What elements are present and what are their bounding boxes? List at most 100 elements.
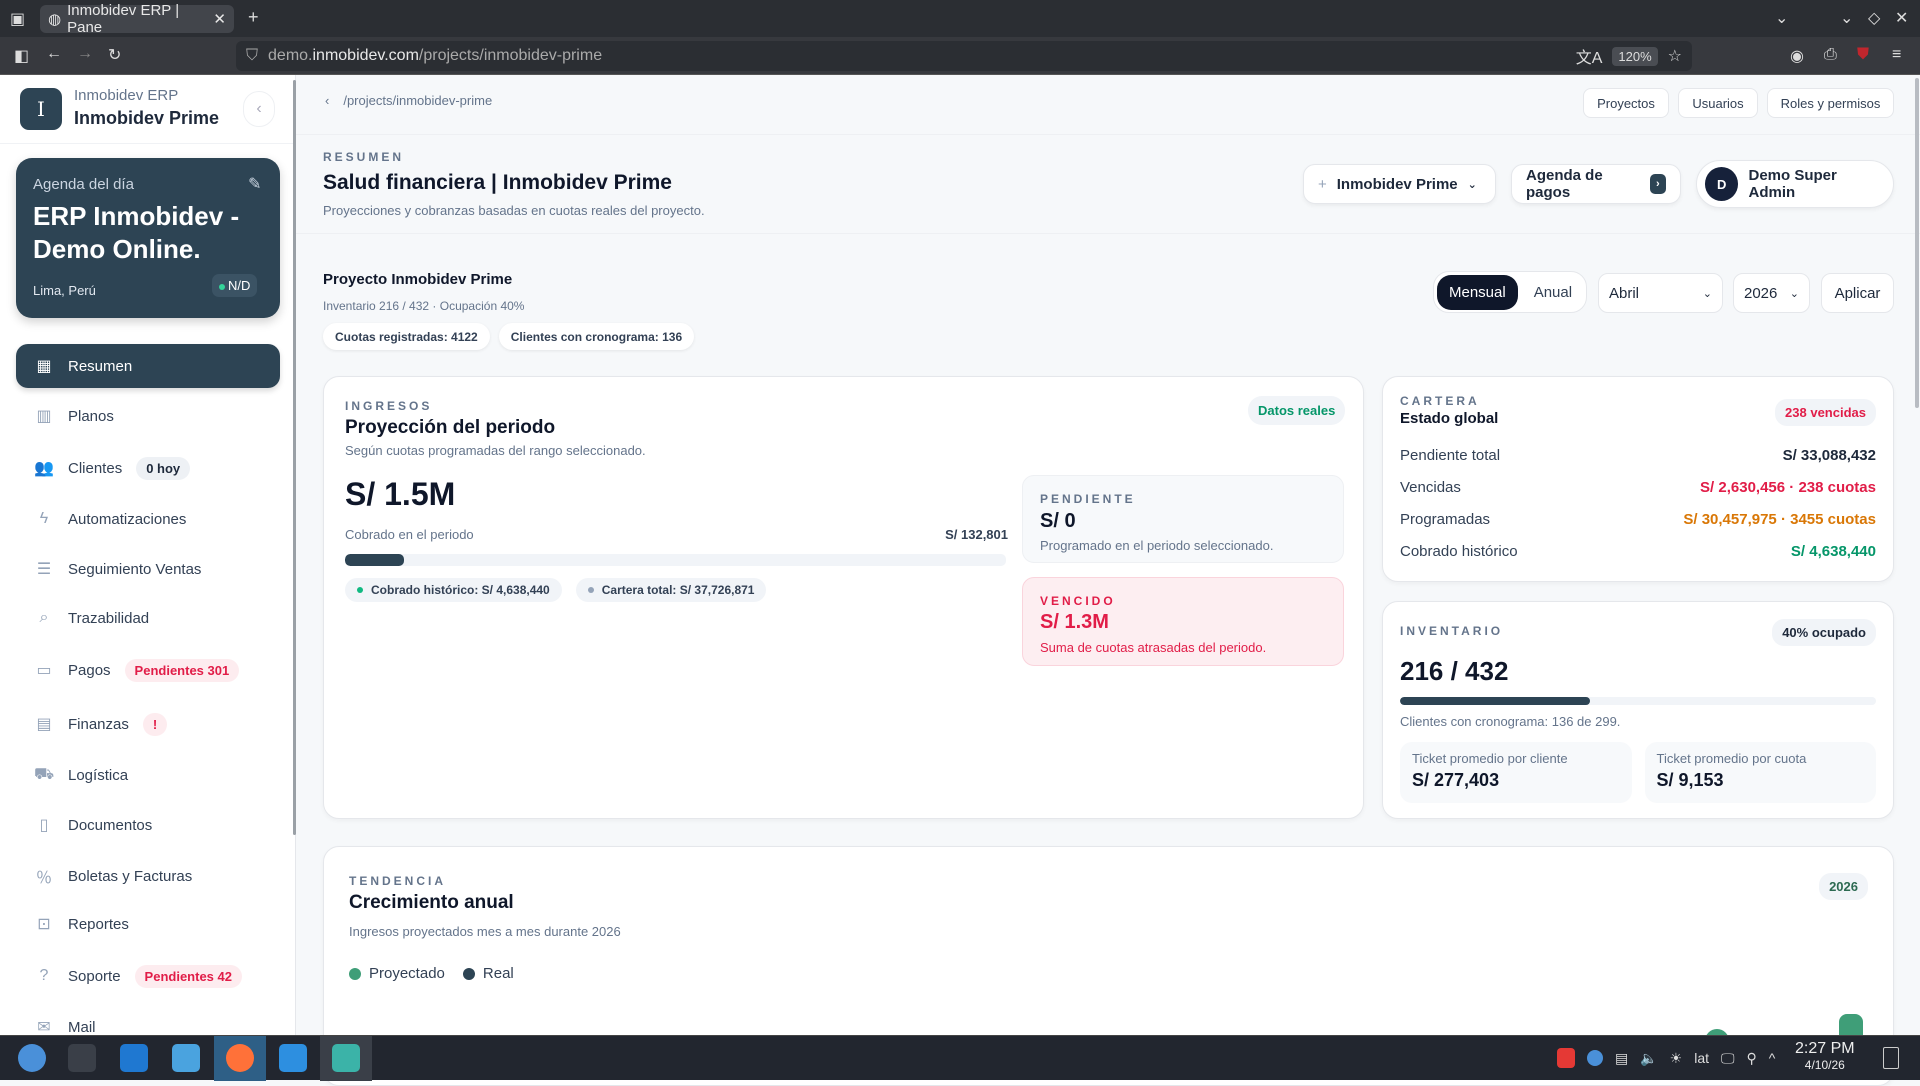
clientes-chip: Clientes con cronograma: 136	[498, 323, 695, 350]
tab-list-icon[interactable]: ⌄	[1775, 10, 1789, 27]
sidebar-item-planos[interactable]: ▥ Planos	[16, 394, 280, 438]
close-tab-icon[interactable]: ✕	[213, 11, 226, 28]
menu-icon[interactable]: ≡	[1892, 46, 1902, 63]
tray-expand-icon[interactable]: ^	[1768, 1050, 1776, 1066]
back-chevron-icon[interactable]: ‹	[325, 93, 330, 108]
show-desktop-icon[interactable]	[1883, 1047, 1899, 1069]
forward-icon[interactable]: →	[77, 45, 93, 62]
brightness-icon[interactable]: ☀	[1669, 1049, 1683, 1066]
collected-value: S/ 132,801	[945, 527, 1008, 542]
tab-overview-icon[interactable]: ▣	[10, 11, 26, 28]
agenda-pagos-label: Agenda de pagos	[1526, 167, 1603, 201]
sidebar-item-clientes[interactable]: 👥 Clientes 0 hoy	[16, 446, 280, 490]
sidebar-badge: 0 hoy	[136, 456, 191, 480]
sidebar-item-reportes[interactable]: ⊡ Reportes	[16, 902, 280, 946]
mensual-toggle[interactable]: Mensual	[1437, 274, 1518, 310]
volume-icon[interactable]: 🔈	[1640, 1049, 1658, 1066]
card-title: Estado global	[1400, 410, 1499, 427]
maximize-icon[interactable]: ◇	[1868, 10, 1881, 27]
users-link[interactable]: Usuarios	[1678, 88, 1758, 118]
collected-progress-fill	[345, 554, 405, 566]
account-icon[interactable]: ◉	[1790, 48, 1804, 65]
system-tray: ▤ 🔈 ☀ lat 🖵 ⚲ ^	[1557, 1048, 1775, 1068]
sidebar-item-label: Automatizaciones	[68, 510, 187, 528]
sidebar-toggle-icon[interactable]: ◧	[14, 48, 30, 65]
ublock-icon[interactable]: ⛊	[1857, 46, 1870, 63]
brand-name: Inmobidev Prime	[74, 108, 220, 128]
sidebar-item-seguimiento-ventas[interactable]: ☰ Seguimiento Ventas	[16, 547, 280, 591]
year-select[interactable]: 2026 ⌄	[1733, 273, 1810, 313]
apply-button[interactable]: Aplicar	[1821, 273, 1894, 313]
minimize-icon[interactable]: ⌄	[1840, 10, 1854, 27]
sidebar-item-boletas-y-facturas[interactable]: ％ Boletas y Facturas	[16, 854, 280, 898]
roles-link[interactable]: Roles y permisos	[1767, 88, 1894, 118]
period-toggle: Mensual Anual	[1433, 271, 1587, 313]
cobrado-historico-chip: Cobrado histórico: S/ 4,638,440	[345, 578, 562, 602]
app-taskbar-item[interactable]	[320, 1036, 372, 1081]
extensions-icon[interactable]: ⎙	[1824, 46, 1837, 63]
users-icon: 👥	[34, 460, 54, 477]
vscode-icon[interactable]	[279, 1044, 307, 1072]
sidebar-item-label: Documentos	[68, 816, 153, 834]
row-value: S/ 4,638,440	[1790, 543, 1876, 560]
edit-pencil-icon[interactable]: ✎	[248, 176, 262, 193]
bookmark-star-icon[interactable]: ☆	[1667, 48, 1682, 65]
user-menu[interactable]: D Demo Super Admin	[1696, 160, 1894, 208]
reload-icon[interactable]: ↻	[108, 47, 122, 64]
sidebar-item-automatizaciones[interactable]: ϟ Automatizaciones	[16, 497, 280, 541]
close-window-icon[interactable]: ✕	[1895, 10, 1909, 27]
address-bar[interactable]: ⛉ demo.inmobidev.com/projects/inmobidev-…	[236, 41, 1692, 71]
tray-sync-icon[interactable]	[1587, 1050, 1603, 1066]
store-icon[interactable]	[120, 1044, 148, 1072]
project-chips: Cuotas registradas: 4122 Clientes con cr…	[323, 323, 695, 350]
sidebar-item-pagos[interactable]: ▭ Pagos Pendientes 301	[16, 648, 280, 692]
cartera-row: Programadas S/ 30,457,975 · 3455 cuotas	[1400, 511, 1876, 528]
sidebar-item-documentos[interactable]: ▯ Documentos	[16, 803, 280, 847]
new-tab-icon[interactable]: +	[248, 7, 259, 27]
tray-app-icon[interactable]	[1557, 1048, 1575, 1068]
clock[interactable]: 2:27 PM 4/10/26	[1795, 1040, 1855, 1073]
vencido-note: Suma de cuotas atrasadas del periodo.	[1040, 640, 1267, 655]
sidebar-item-resumen[interactable]: ▦ Resumen	[16, 344, 280, 388]
sidebar-item-mail[interactable]: ✉ Mail	[16, 1005, 280, 1049]
sidebar-item-label: Clientes	[68, 459, 123, 477]
back-icon[interactable]: ←	[46, 45, 62, 62]
network-icon[interactable]: 🖵	[1721, 1049, 1735, 1066]
sidebar-item-trazabilidad[interactable]: ⌕ Trazabilidad	[16, 596, 280, 640]
sidebar-item-finanzas[interactable]: ▤ Finanzas!	[16, 702, 280, 746]
month-select[interactable]: Abril ⌄	[1598, 273, 1723, 313]
inventory-value: 216 / 432	[1400, 656, 1509, 686]
agenda-card[interactable]: Agenda del día ✎ ERP Inmobidev - Demo On…	[16, 158, 280, 318]
legend-real: Real	[462, 965, 514, 982]
tab-title: Inmobidev ERP | Pane	[67, 2, 180, 36]
collected-progress-bar	[345, 554, 1006, 566]
browser-tab[interactable]: ◍ Inmobidev ERP | Pane ✕	[40, 2, 234, 36]
chevron-down-icon: ⌄	[1467, 178, 1477, 191]
pendiente-label: PENDIENTE	[1040, 492, 1136, 506]
page-scrollbar[interactable]	[1915, 78, 1919, 408]
clipboard-icon[interactable]: ▤	[1615, 1049, 1629, 1066]
sidebar-scrollbar[interactable]	[293, 80, 296, 835]
terminal-icon[interactable]	[68, 1044, 96, 1072]
keyboard-layout[interactable]: lat	[1694, 1050, 1710, 1066]
collapse-sidebar-button[interactable]: ‹	[243, 91, 275, 127]
pin-icon[interactable]: ⚲	[1746, 1049, 1757, 1066]
chart-subtitle: Ingresos proyectados mes a mes durante 2…	[349, 924, 621, 939]
zoom-level[interactable]: 120%	[1612, 46, 1658, 66]
legend-proyectado: Proyectado	[349, 965, 445, 982]
avatar: D	[1705, 167, 1739, 201]
translate-icon[interactable]: 文A	[1575, 50, 1603, 67]
breadcrumb-path[interactable]: /projects/inmobidev-prime	[343, 93, 493, 108]
firefox-taskbar-item[interactable]	[214, 1036, 266, 1081]
sidebar-item-label: Finanzas	[68, 715, 129, 733]
project-select[interactable]: + Inmobidev Prime ⌄	[1303, 164, 1496, 204]
anual-toggle[interactable]: Anual	[1533, 283, 1573, 301]
sidebar-item-log-stica[interactable]: ⛟ Logística	[16, 753, 280, 797]
projects-link[interactable]: Proyectos	[1583, 88, 1669, 118]
agenda-location: Lima, Perú	[33, 283, 96, 298]
fedora-start-icon[interactable]	[18, 1044, 46, 1072]
taskbar: ▤ 🔈 ☀ lat 🖵 ⚲ ^ 2:27 PM 4/10/26	[0, 1035, 1920, 1081]
sidebar-item-soporte[interactable]: ? Soporte Pendientes 42	[16, 954, 280, 998]
files-icon[interactable]	[172, 1044, 200, 1072]
agenda-pagos-button[interactable]: Agenda de pagos ›	[1511, 164, 1681, 204]
